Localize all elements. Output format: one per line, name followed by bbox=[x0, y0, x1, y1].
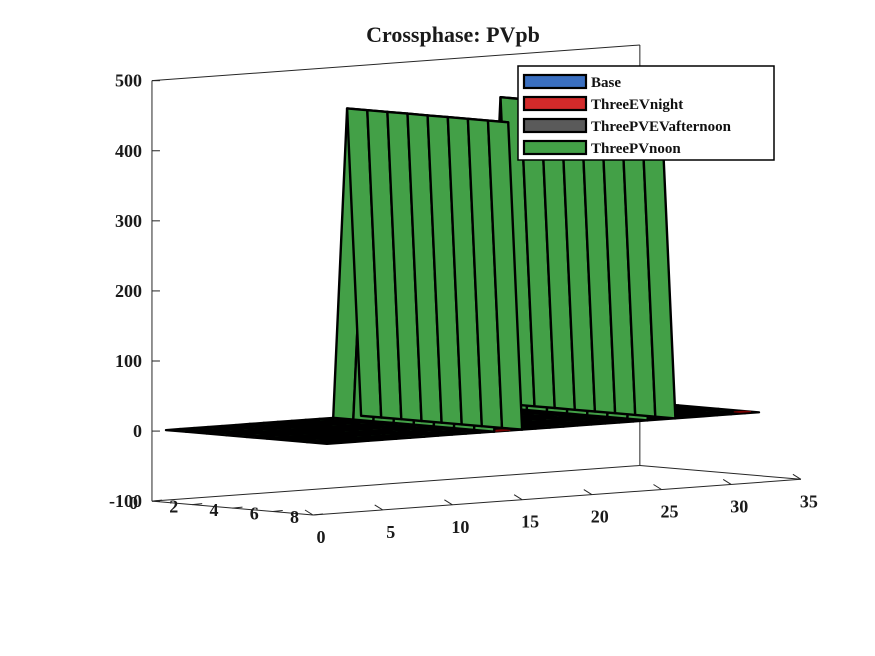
legend-swatch bbox=[522, 95, 588, 112]
z-tick-label: 500 bbox=[115, 71, 142, 91]
legend-swatch bbox=[522, 117, 588, 134]
z-tick-label: 400 bbox=[115, 141, 142, 161]
z-tick-label: 0 bbox=[133, 421, 142, 441]
y-tick-mark bbox=[312, 513, 324, 516]
x-tick-mark bbox=[374, 504, 383, 511]
y-tick-label: 4 bbox=[209, 500, 218, 520]
legend-label: ThreePVEVafternoon bbox=[591, 119, 732, 135]
legend-label: ThreePVnoon bbox=[591, 141, 681, 157]
x-tick-label: 25 bbox=[661, 502, 679, 522]
z-tick-label: 200 bbox=[115, 281, 142, 301]
legend-label: Base bbox=[591, 75, 621, 91]
axis-line bbox=[151, 44, 640, 82]
x-tick-mark bbox=[513, 494, 523, 501]
axis-line bbox=[639, 464, 801, 480]
series-threeevnight-mark bbox=[733, 410, 752, 413]
y-tick-label: 2 bbox=[169, 497, 178, 517]
x-tick-mark bbox=[792, 473, 802, 480]
x-tick-label: 15 bbox=[521, 512, 539, 532]
x-tick-mark bbox=[444, 499, 453, 506]
x-tick-mark bbox=[653, 484, 662, 490]
x-tick-mark bbox=[722, 478, 732, 485]
legend-swatch bbox=[522, 139, 588, 156]
y-tick-mark bbox=[192, 503, 203, 506]
x-tick-label: 0 bbox=[317, 527, 326, 547]
legend-label: ThreeEVnight bbox=[591, 97, 683, 113]
z-tick-label: 100 bbox=[115, 351, 142, 371]
y-axis-ticks: 0 2 4 6 8 bbox=[129, 493, 324, 527]
y-tick-label: 0 bbox=[129, 493, 138, 513]
ridge-face-falling bbox=[486, 119, 524, 431]
y-tick-mark bbox=[232, 506, 243, 509]
chart-title: Crossphase: PVpb bbox=[366, 22, 540, 47]
x-tick-label: 30 bbox=[730, 496, 748, 516]
x-tick-label: 35 bbox=[800, 491, 818, 511]
x-tick-label: 10 bbox=[451, 517, 469, 537]
y-tick-label: 6 bbox=[250, 504, 259, 524]
x-tick-label: 5 bbox=[386, 522, 395, 542]
x-tick-label: 20 bbox=[591, 507, 609, 527]
x-axis-ticks: 0 5 10 15 20 25 30 35 bbox=[304, 473, 818, 547]
y-tick-label: 8 bbox=[290, 507, 299, 527]
axis-line bbox=[312, 478, 801, 516]
legend-swatch bbox=[522, 73, 588, 90]
y-tick-mark bbox=[272, 510, 283, 513]
x-tick-mark bbox=[304, 509, 314, 516]
z-tick-label: -100 bbox=[109, 491, 142, 511]
axis-line bbox=[151, 464, 640, 502]
z-tick-label: 300 bbox=[115, 211, 142, 231]
surface-plot bbox=[164, 95, 761, 445]
legend: Base ThreeEVnight ThreePVEVafternoon ThreeP… bbox=[517, 65, 775, 161]
x-tick-mark bbox=[583, 489, 593, 496]
y-tick-mark bbox=[151, 499, 163, 502]
